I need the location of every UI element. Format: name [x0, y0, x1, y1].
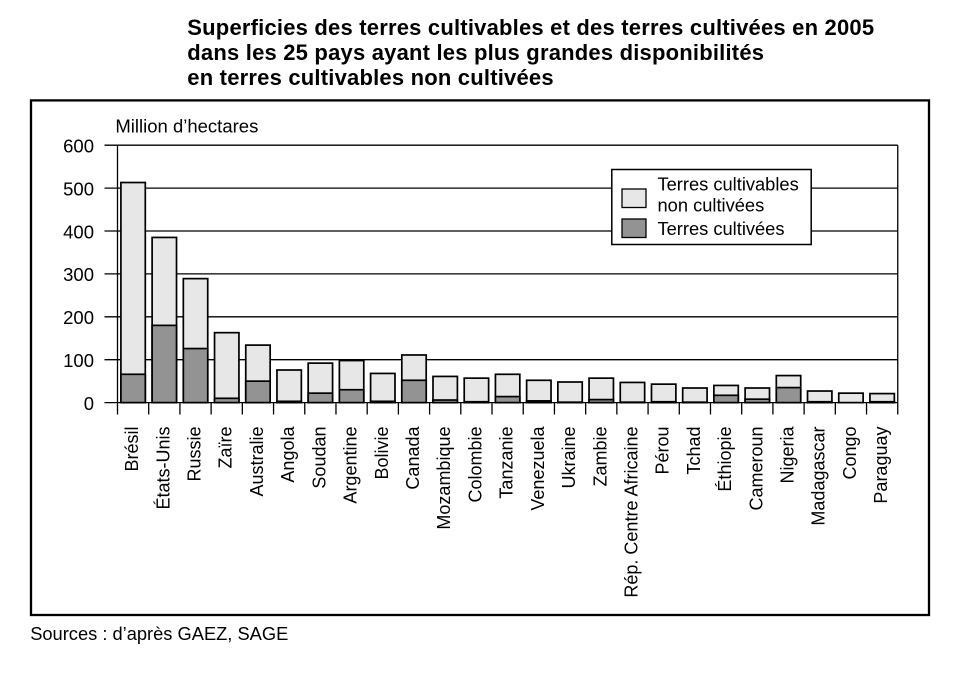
- svg-text:Bolivie: Bolivie: [372, 427, 392, 480]
- svg-text:600: 600: [63, 136, 94, 157]
- svg-text:Tchad: Tchad: [684, 427, 704, 475]
- svg-text:Paraguay: Paraguay: [871, 427, 891, 504]
- svg-text:États-Unis: États-Unis: [153, 427, 173, 510]
- svg-text:Nigeria: Nigeria: [778, 426, 798, 484]
- svg-text:500: 500: [63, 178, 94, 199]
- svg-text:100: 100: [63, 350, 94, 371]
- svg-text:Pérou: Pérou: [653, 427, 673, 475]
- svg-text:Colombie: Colombie: [465, 427, 485, 503]
- svg-text:Angola: Angola: [278, 426, 298, 483]
- svg-text:400: 400: [63, 221, 94, 242]
- svg-text:200: 200: [63, 307, 94, 328]
- svg-text:Congo: Congo: [840, 427, 860, 480]
- svg-text:Madagascar: Madagascar: [809, 427, 829, 526]
- svg-text:Éthiopie: Éthiopie: [715, 427, 735, 492]
- svg-text:Venezuela: Venezuela: [528, 426, 548, 511]
- svg-text:Tanzanie: Tanzanie: [497, 427, 517, 499]
- svg-text:non cultivées: non cultivées: [658, 194, 765, 215]
- svg-text:300: 300: [63, 264, 94, 285]
- svg-text:Russie: Russie: [185, 427, 205, 482]
- svg-text:Million d’hectares: Million d’hectares: [115, 116, 258, 137]
- svg-text:Soudan: Soudan: [309, 427, 329, 489]
- svg-text:Argentine: Argentine: [341, 427, 361, 504]
- svg-text:Terres cultivées: Terres cultivées: [658, 218, 785, 239]
- svg-text:Zaïre: Zaïre: [216, 427, 236, 469]
- svg-text:Ukraine: Ukraine: [559, 427, 579, 489]
- svg-text:Terres cultivables: Terres cultivables: [658, 173, 799, 194]
- svg-text:Canada: Canada: [403, 426, 423, 490]
- svg-text:Zambie: Zambie: [590, 427, 610, 487]
- svg-text:Australie: Australie: [247, 427, 267, 497]
- svg-text:Rép. Centre Africaine: Rép. Centre Africaine: [621, 427, 641, 598]
- svg-text:0: 0: [84, 393, 94, 414]
- svg-text:Mozambique: Mozambique: [434, 427, 454, 530]
- svg-text:Cameroun: Cameroun: [746, 427, 766, 511]
- svg-text:Brésil: Brésil: [122, 427, 142, 472]
